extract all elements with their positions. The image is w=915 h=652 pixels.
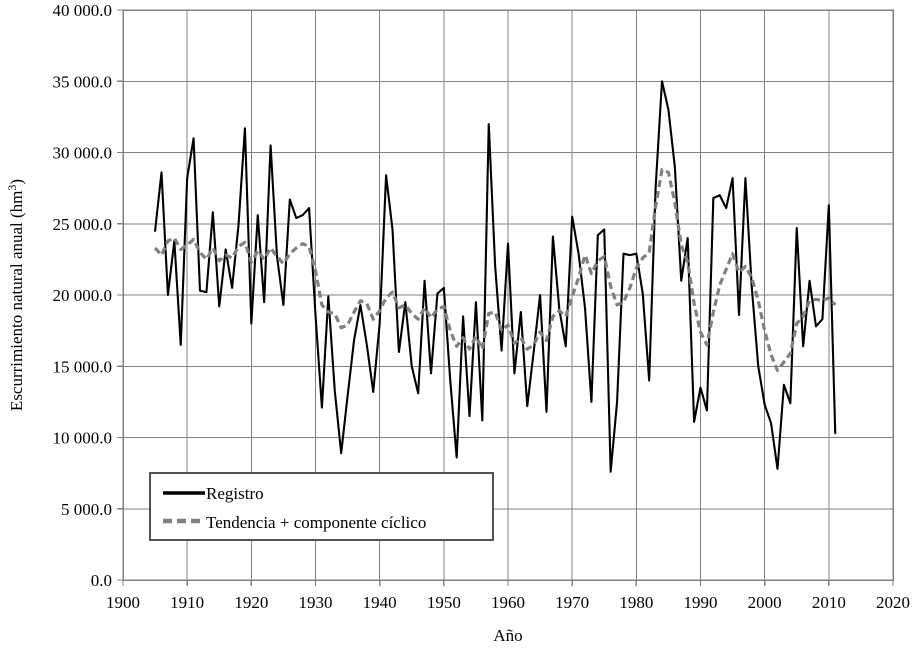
data-series-group	[153, 80, 837, 473]
y-axis-tick-label: 40 000.0	[53, 1, 113, 20]
tickmarks-group	[117, 9, 894, 586]
y-axis-tick-label: 30 000.0	[53, 144, 113, 163]
legend-box	[149, 472, 494, 541]
y-axis-title-superscript: 3	[5, 185, 19, 191]
x-axis-tick-label: 2010	[812, 593, 846, 612]
y-axis-tick-label: 25 000.0	[53, 215, 113, 234]
x-axis-tick-label: 1910	[170, 593, 204, 612]
series-line-registro	[154, 80, 837, 473]
y-axis-title-text: Escurrimiento natural anual (hm	[7, 191, 26, 411]
y-axis-tick-label: 15 000.0	[53, 357, 113, 376]
x-axis-tick-label: 2020	[876, 593, 910, 612]
y-axis-title-close-paren: )	[7, 179, 26, 185]
y-axis-tick-label: 0.0	[91, 571, 112, 590]
x-axis-tick-label: 2000	[748, 593, 782, 612]
x-axis-tick-label: 1950	[427, 593, 461, 612]
x-axis-tick-label: 1900	[106, 593, 140, 612]
x-axis-tick-label: 1920	[234, 593, 268, 612]
x-axis-tick-label: 1990	[684, 593, 718, 612]
y-axis-tick-label: 10 000.0	[53, 429, 113, 448]
x-axis-title: Año	[493, 626, 522, 645]
legend-label-tendencia: Tendencia + componente cíclico	[206, 513, 426, 532]
y-axis-tick-label: 20 000.0	[53, 286, 113, 305]
y-axis-tick-label: 35 000.0	[53, 72, 113, 91]
x-axis-tick-label: 1960	[491, 593, 525, 612]
x-axis-tick-label: 1940	[363, 593, 397, 612]
y-axis-tick-label: 5 000.0	[61, 500, 112, 519]
x-axis-tick-label: 1930	[299, 593, 333, 612]
y-axis-tick-labels: 0.0 5 000.0 10 000.0 15 000.0 20 000.0 25 000…	[53, 1, 113, 590]
series-line-tendencia	[153, 168, 837, 373]
legend-label-registro: Registro	[206, 484, 264, 503]
x-axis-tick-label: 1980	[619, 593, 653, 612]
y-axis-title: Escurrimiento natural anual (hm3)	[5, 179, 26, 411]
plot-area-frame	[122, 9, 894, 581]
x-axis-tick-labels: 1900 1910 1920 1930 1940 1950 1960 1970 1980 1990…	[106, 593, 910, 612]
x-axis-tick-label: 1970	[555, 593, 589, 612]
chart-legend[interactable]: Registro Tendencia + componente cíclico	[149, 472, 494, 541]
